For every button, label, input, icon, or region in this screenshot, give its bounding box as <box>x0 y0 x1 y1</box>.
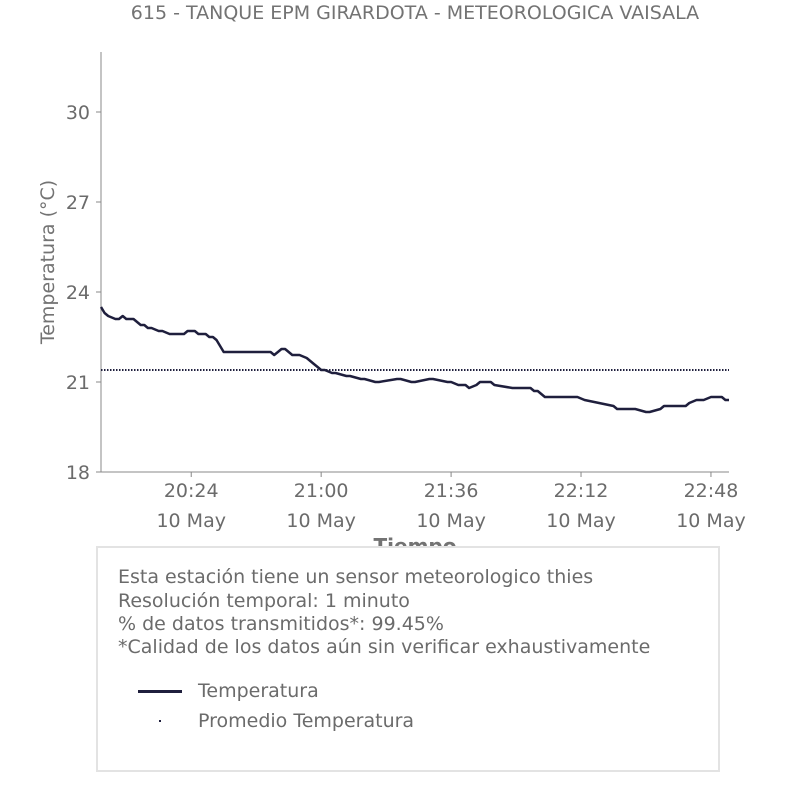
x-tick-date-label: 10 May <box>286 510 356 532</box>
legend-label-promedio: Promedio Temperatura <box>198 710 415 732</box>
y-axis-title: Temperatura (°C) <box>37 180 59 345</box>
x-tick-time-label: 22:12 <box>554 480 609 502</box>
legend-line-swatch <box>138 690 182 693</box>
transmitted-percent-text: % de datos transmitidos*: 99.45% <box>118 613 444 635</box>
x-tick-time-label: 21:36 <box>424 480 479 502</box>
y-tick-label: 24 <box>66 282 90 304</box>
x-tick-date-label: 10 May <box>416 510 486 532</box>
legend-dot-swatch <box>159 720 161 722</box>
x-tick-date-label: 10 May <box>156 510 226 532</box>
y-tick-label: 30 <box>66 102 90 124</box>
y-tick-label: 18 <box>66 462 90 484</box>
station-info-text: Esta estación tiene un sensor meteorolog… <box>118 566 594 588</box>
x-tick-date-label: 10 May <box>676 510 746 532</box>
chart-title: 615 - TANQUE EPM GIRARDOTA - METEOROLOGI… <box>130 2 700 24</box>
x-tick-time-label: 21:00 <box>294 480 349 502</box>
x-tick-time-label: 20:24 <box>164 480 219 502</box>
x-tick-time-label: 22:48 <box>684 480 739 502</box>
quality-note-text: *Calidad de los datos aún sin verificar … <box>118 636 651 658</box>
x-tick-date-label: 10 May <box>546 510 616 532</box>
temperature-series-line <box>99 306 729 414</box>
resolution-text: Resolución temporal: 1 minuto <box>118 590 410 612</box>
legend-label-temperatura: Temperatura <box>198 680 319 702</box>
y-tick-label: 21 <box>66 372 90 394</box>
info-legend-box: Esta estación tiene un sensor meteorolog… <box>96 546 720 772</box>
y-tick-label: 27 <box>66 192 90 214</box>
